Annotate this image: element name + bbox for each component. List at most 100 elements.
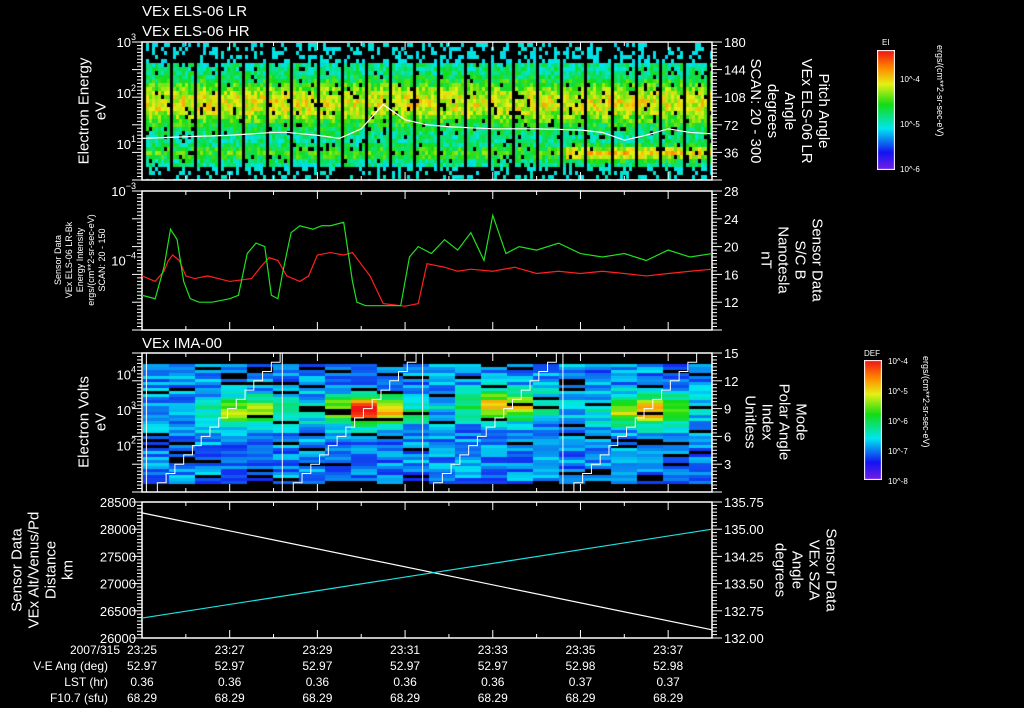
right-tick-label: 144 bbox=[724, 63, 746, 78]
left-tick-label: 104 bbox=[117, 364, 136, 382]
alt-ylabel-line: Sensor Data bbox=[9, 528, 26, 612]
left-tick-label: 102 bbox=[117, 436, 136, 454]
def-tick-2: 10^-6 bbox=[888, 417, 908, 426]
els-ylabel: Electron Energy eV bbox=[76, 57, 110, 164]
row-value: 52.97 bbox=[302, 659, 332, 673]
intensity-ylabel-line: VEx ELS-06 LR-Bk bbox=[64, 221, 74, 298]
left-tick-label: 28000 bbox=[100, 522, 136, 537]
row-value: 68.29 bbox=[565, 691, 595, 705]
left-tick-label: 27000 bbox=[100, 577, 136, 592]
row-value: 68.29 bbox=[127, 691, 157, 705]
row-value: 52.97 bbox=[127, 659, 157, 673]
els-y2label-line: degrees bbox=[764, 84, 781, 138]
marks-layer bbox=[141, 103, 713, 631]
ima-y2label-line: Index bbox=[759, 404, 776, 441]
row-value: 52.97 bbox=[478, 659, 508, 673]
els-y2label-line: VEx ELS-06 LR bbox=[798, 58, 815, 163]
row-value: 68.29 bbox=[302, 691, 332, 705]
left-tick-label: 10−3 bbox=[111, 181, 136, 199]
right-tick-label: 9 bbox=[724, 402, 731, 417]
left-tick-label: 101 bbox=[117, 134, 136, 152]
row-value: 0.36 bbox=[218, 675, 242, 689]
sza-y2label-line: degrees bbox=[772, 543, 789, 597]
polar-index-staircase bbox=[284, 352, 425, 493]
polar-index-staircase bbox=[148, 352, 289, 493]
left-tick-label: 26000 bbox=[100, 631, 136, 646]
right-tick-label: 134.25 bbox=[724, 549, 764, 564]
axes-layer bbox=[132, 41, 722, 639]
right-tick-label: 28 bbox=[724, 184, 738, 199]
right-tick-label: 72 bbox=[724, 118, 738, 133]
right-tick-label: 6 bbox=[724, 429, 731, 444]
row-label: F10.7 (sfu) bbox=[50, 691, 108, 705]
row-value: 52.98 bbox=[565, 659, 595, 673]
ei-colorbar-units: ergs/(cm**2-sr-sec-eV) bbox=[935, 45, 945, 137]
ima-y2label-line: Unitless bbox=[742, 395, 759, 448]
right-tick-label: 135.00 bbox=[724, 522, 764, 537]
ei-tick-1: 10^-5 bbox=[900, 120, 920, 129]
row-label: LST (hr) bbox=[64, 675, 108, 689]
def-tick-1: 10^-5 bbox=[888, 387, 908, 396]
def-colorbar-title: DEF bbox=[864, 349, 880, 358]
row-value: 68.29 bbox=[215, 691, 245, 705]
ima-spectrogram bbox=[143, 354, 712, 492]
row-value: 0.37 bbox=[656, 675, 680, 689]
ima-y2label-line: Polar Angle bbox=[776, 384, 793, 461]
left-tick-label: 27500 bbox=[100, 549, 136, 564]
els-ylabel-line: eV bbox=[93, 102, 110, 120]
right-tick-label: 15 bbox=[724, 346, 738, 361]
row-value: 0.36 bbox=[393, 675, 417, 689]
intensity-line bbox=[141, 251, 713, 307]
right-tick-label: 20 bbox=[724, 240, 738, 255]
right-tick-label: 16 bbox=[724, 267, 738, 282]
intensity-ylabel-line: SCAN: 20 - 150 bbox=[97, 228, 107, 291]
row-value: 52.97 bbox=[215, 659, 245, 673]
right-tick-label: 12 bbox=[724, 295, 738, 310]
right-tick-label: 36 bbox=[724, 145, 738, 160]
bfield-y2label-line: Sensor Data bbox=[809, 218, 826, 302]
polar-index-staircase bbox=[565, 352, 706, 493]
time-tick-label: 23:31 bbox=[390, 643, 420, 657]
bfield-y2label-line: S/C B bbox=[792, 240, 809, 279]
def-colorbar-units: ergs/(cm**2-sr-sec-eV) bbox=[921, 356, 931, 448]
els-y2label-line: SCAN: 20 - 300 bbox=[747, 58, 764, 163]
els-spectrogram bbox=[143, 43, 712, 180]
panel-frame-0 bbox=[141, 41, 713, 181]
left-tick-label: 10−4 bbox=[111, 251, 136, 269]
def-tick-0: 10^-4 bbox=[888, 357, 908, 366]
sza-y2label-line: Sensor Data bbox=[823, 528, 840, 612]
title-ima: VEx IMA-00 bbox=[142, 335, 222, 352]
row-value: 0.37 bbox=[569, 675, 593, 689]
left-tick-label: 102 bbox=[117, 83, 136, 101]
labels-layer: 101102103367210814418010−410−31216202428… bbox=[9, 32, 840, 705]
time-tick-label: 23:37 bbox=[653, 643, 683, 657]
ima-ylabel-line: eV bbox=[93, 413, 110, 431]
row-value: 0.36 bbox=[481, 675, 505, 689]
row-value: 68.29 bbox=[653, 691, 683, 705]
alt-ylabel-line: VEx Alt/Venus/Pd bbox=[26, 512, 43, 629]
bfield-y2label-line: Nanotesla bbox=[775, 226, 792, 294]
els-overlay-line bbox=[141, 103, 713, 141]
time-tick-label: 23:29 bbox=[302, 643, 332, 657]
time-tick-label: 23:27 bbox=[215, 643, 245, 657]
row-value: 68.29 bbox=[390, 691, 420, 705]
polar-index-staircase bbox=[424, 352, 566, 493]
panel-frame-2 bbox=[141, 352, 713, 493]
right-tick-label: 3 bbox=[724, 457, 731, 472]
right-tick-label: 180 bbox=[724, 35, 746, 50]
right-tick-label: 132.00 bbox=[724, 631, 764, 646]
time-tick-label: 23:35 bbox=[565, 643, 595, 657]
ei-colorbar-title: EI bbox=[882, 38, 890, 47]
intensity-ylabel-line: Energy Intensity bbox=[75, 227, 85, 292]
def-colorbar bbox=[864, 360, 882, 480]
bfield-line bbox=[141, 213, 713, 307]
els-y2label-line: Pitch Angle bbox=[815, 73, 832, 148]
def-tick-4: 10^-8 bbox=[888, 477, 908, 486]
right-tick-label: 12 bbox=[724, 374, 738, 389]
ima-ylabel: Electron Volts eV bbox=[76, 376, 110, 468]
right-tick-label: 135.75 bbox=[724, 495, 764, 510]
